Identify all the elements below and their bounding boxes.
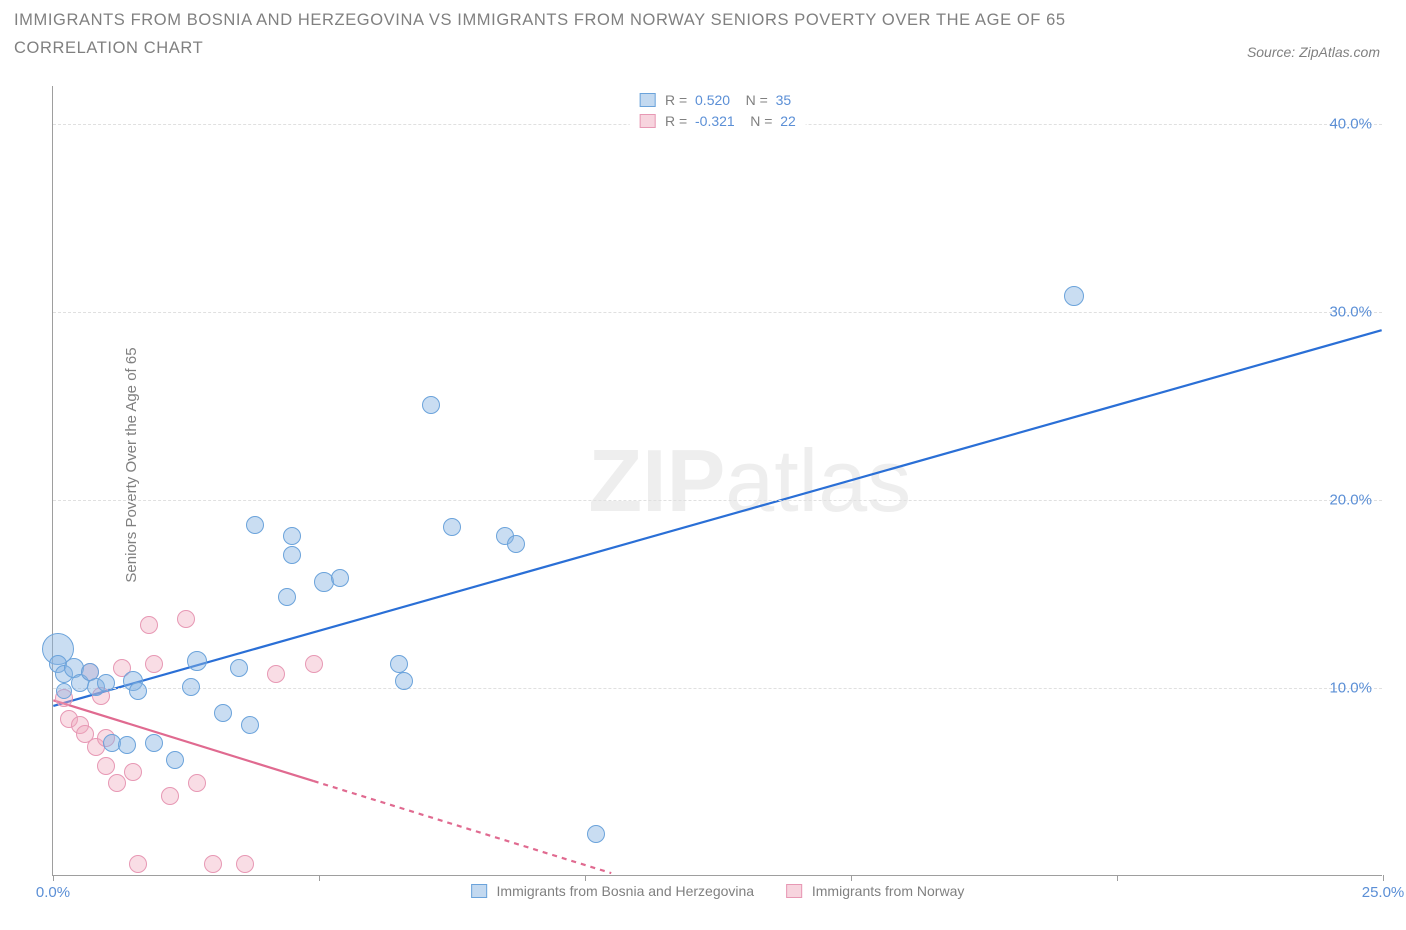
data-point [507, 535, 525, 553]
data-point [230, 659, 248, 677]
data-point [140, 616, 158, 634]
y-tick-label: 40.0% [1329, 115, 1372, 132]
data-point [97, 674, 115, 692]
data-point [166, 751, 184, 769]
data-point [161, 787, 179, 805]
data-point [443, 518, 461, 536]
x-tick [319, 875, 320, 881]
swatch-blue-icon [471, 884, 487, 898]
data-point [108, 774, 126, 792]
swatch-pink-icon [786, 884, 802, 898]
y-tick-label: 10.0% [1329, 679, 1372, 696]
y-tick-label: 20.0% [1329, 491, 1372, 508]
title-line-1: IMMIGRANTS FROM BOSNIA AND HERZEGOVINA V… [14, 11, 1066, 29]
source-credit: Source: ZipAtlas.com [1247, 44, 1380, 60]
x-tick [851, 875, 852, 881]
x-tick [1117, 875, 1118, 881]
chart-plot-area: ZIPatlas R = 0.520 N = 35 R = -0.321 N =… [52, 86, 1382, 876]
x-tick [1383, 875, 1384, 881]
title-line-2: CORRELATION CHART [14, 39, 203, 57]
legend-row-a: R = 0.520 N = 35 [639, 90, 796, 111]
data-point [395, 672, 413, 690]
data-point [267, 665, 285, 683]
y-tick-label: 30.0% [1329, 303, 1372, 320]
x-tick [53, 875, 54, 881]
correlation-legend: R = 0.520 N = 35 R = -0.321 N = 22 [629, 86, 806, 136]
chart-title: IMMIGRANTS FROM BOSNIA AND HERZEGOVINA V… [14, 6, 1066, 62]
data-point [305, 655, 323, 673]
gridline [53, 688, 1382, 689]
data-point [283, 527, 301, 545]
data-point [124, 763, 142, 781]
data-point [422, 396, 440, 414]
trend-lines-layer [53, 86, 1382, 875]
gridline [53, 312, 1382, 313]
legend-row-b: R = -0.321 N = 22 [639, 111, 796, 132]
data-point [587, 825, 605, 843]
gridline [53, 500, 1382, 501]
data-point [177, 610, 195, 628]
data-point [188, 774, 206, 792]
data-point [97, 757, 115, 775]
swatch-blue-icon [639, 93, 655, 107]
data-point [145, 655, 163, 673]
data-point [278, 588, 296, 606]
data-point [1064, 286, 1084, 306]
data-point [129, 855, 147, 873]
data-point [236, 855, 254, 873]
x-tick-label: 25.0% [1362, 884, 1405, 901]
series-legend: Immigrants from Bosnia and Herzegovina I… [457, 883, 979, 899]
data-point [118, 736, 136, 754]
legend-item-a: Immigrants from Bosnia and Herzegovina [471, 883, 758, 899]
data-point [145, 734, 163, 752]
x-tick [585, 875, 586, 881]
data-point [283, 546, 301, 564]
data-point [246, 516, 264, 534]
data-point [331, 569, 349, 587]
data-point [214, 704, 232, 722]
data-point [129, 682, 147, 700]
data-point [182, 678, 200, 696]
data-point [390, 655, 408, 673]
watermark: ZIPatlas [588, 430, 911, 532]
data-point [187, 651, 207, 671]
legend-item-b: Immigrants from Norway [786, 883, 964, 899]
x-tick-label: 0.0% [36, 884, 70, 901]
swatch-pink-icon [639, 114, 655, 128]
data-point [241, 716, 259, 734]
data-point [56, 683, 72, 699]
data-point [204, 855, 222, 873]
